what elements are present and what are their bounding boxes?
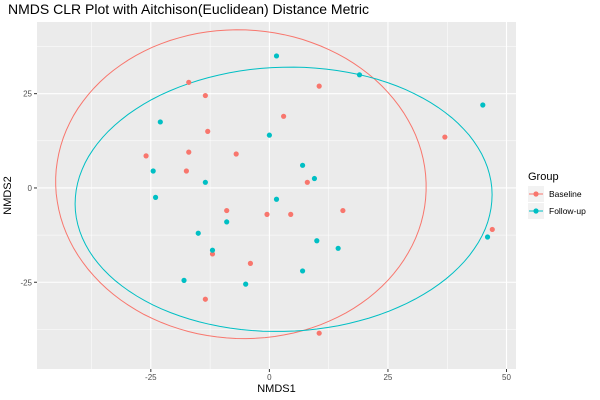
x-axis-title: NMDS1	[257, 383, 296, 395]
ellipses	[55, 29, 493, 340]
point-baseline	[288, 211, 294, 217]
point-baseline	[186, 149, 192, 155]
point-follow-up	[266, 132, 272, 138]
point-follow-up	[314, 238, 320, 244]
point-baseline	[205, 128, 211, 134]
y-tick-label: 25	[23, 90, 32, 99]
x-tick-label: -25	[145, 373, 157, 382]
chart-title: NMDS CLR Plot with Aitchison(Euclidean) …	[8, 1, 369, 17]
point-baseline	[247, 260, 254, 266]
point-follow-up	[181, 277, 187, 283]
point-follow-up	[480, 102, 486, 108]
x-tick-label: 0	[267, 373, 272, 382]
legend-swatch	[533, 208, 539, 214]
point-baseline	[202, 92, 208, 99]
point-follow-up	[335, 245, 341, 251]
point-baseline	[264, 211, 270, 217]
point-follow-up	[273, 196, 280, 202]
legend-label: Baseline	[549, 189, 582, 199]
point-baseline	[202, 296, 208, 302]
ellipse-baseline	[55, 29, 427, 340]
legend: Group Baseline Follow-up	[528, 171, 586, 219]
point-baseline	[316, 83, 322, 89]
point-follow-up	[202, 179, 208, 185]
y-axis-title: NMDS2	[2, 176, 14, 215]
ellipse-follow-up	[74, 66, 493, 332]
point-follow-up	[243, 281, 249, 287]
legend-label: Follow-up	[549, 206, 586, 216]
x-tick-label: 25	[383, 373, 392, 382]
point-follow-up	[195, 230, 201, 236]
y-tick-label: 0	[28, 184, 33, 193]
point-follow-up	[209, 247, 216, 253]
ticks: -25 0 25 50 -25 0 25	[20, 90, 511, 382]
point-baseline	[233, 151, 239, 157]
point-baseline	[442, 134, 448, 140]
points	[143, 53, 495, 336]
point-baseline	[304, 179, 310, 185]
x-tick-label: 50	[502, 373, 511, 382]
point-follow-up	[224, 219, 230, 225]
point-follow-up	[484, 234, 491, 240]
point-baseline	[186, 79, 192, 85]
point-follow-up	[356, 72, 363, 78]
point-baseline	[340, 207, 346, 214]
legend-swatch	[533, 191, 539, 197]
point-baseline	[209, 251, 216, 257]
point-follow-up	[311, 175, 318, 182]
legend-key-baseline	[528, 186, 544, 202]
legend-title: Group	[528, 171, 559, 183]
point-baseline	[224, 207, 230, 214]
legend-key-follow-up	[528, 203, 544, 219]
point-follow-up	[299, 268, 306, 274]
point-follow-up	[299, 162, 306, 168]
point-follow-up	[157, 119, 163, 125]
point-follow-up	[150, 168, 156, 174]
point-baseline	[281, 113, 287, 119]
point-baseline	[183, 168, 189, 174]
point-follow-up	[152, 194, 159, 200]
point-baseline	[143, 153, 149, 159]
y-tick-label: -25	[20, 278, 32, 287]
point-follow-up	[273, 53, 280, 59]
plot-panel	[37, 22, 516, 369]
point-baseline	[489, 226, 495, 233]
point-baseline	[316, 330, 322, 336]
